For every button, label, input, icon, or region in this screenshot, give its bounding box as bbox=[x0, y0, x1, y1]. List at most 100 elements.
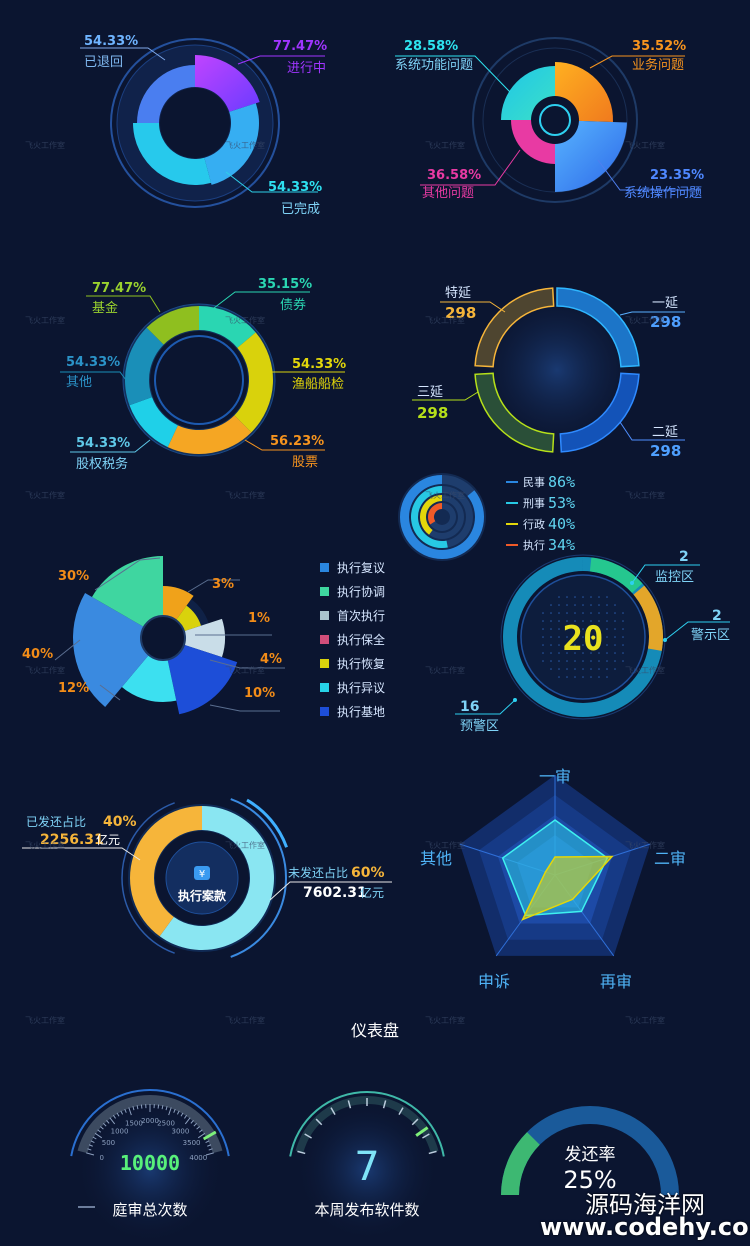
g1-tick-label-6: 3000 bbox=[172, 1127, 190, 1135]
c1-value-done: 54.33% bbox=[268, 180, 322, 195]
c8-deco-arc-2 bbox=[121, 802, 175, 954]
c6-legend-swatch-6 bbox=[320, 707, 329, 716]
c6-leader-0 bbox=[187, 579, 240, 593]
c9-series-1 bbox=[521, 855, 614, 921]
c5-legend-value-3: 34% bbox=[548, 536, 575, 554]
c7-dot bbox=[606, 628, 608, 630]
c4-leader-2 bbox=[619, 421, 685, 441]
c7-dot bbox=[598, 652, 600, 654]
c7-dot bbox=[574, 660, 576, 662]
c8-slice-returned bbox=[130, 806, 202, 937]
c6-leader-4 bbox=[99, 684, 121, 701]
c7-dot bbox=[542, 628, 544, 630]
g1-tick bbox=[196, 1126, 200, 1130]
c1-label-ongoing: 进行中 bbox=[287, 61, 326, 76]
c7-dot bbox=[622, 652, 624, 654]
c6-legend-swatch-1 bbox=[320, 587, 329, 596]
c7-dot bbox=[566, 604, 568, 606]
c7-dot bbox=[582, 604, 584, 606]
g1-label: 庭审总次数 bbox=[112, 1201, 187, 1219]
watermark-text: 飞火工作室 bbox=[225, 141, 265, 150]
c2-label-operation: 系统操作问题 bbox=[624, 185, 702, 201]
c6-value-5: 40% bbox=[22, 647, 53, 662]
c2-slice-function bbox=[501, 66, 555, 120]
c3-value-stock: 56.23% bbox=[270, 434, 324, 449]
c7-dot bbox=[590, 668, 592, 670]
c7-dot bbox=[598, 644, 600, 646]
c7-dot bbox=[558, 668, 560, 670]
c6-value-1: 1% bbox=[248, 611, 270, 626]
c7-dot bbox=[590, 660, 592, 662]
c7-dot bbox=[550, 628, 552, 630]
c6-legend-swatch-5 bbox=[320, 683, 329, 692]
g3-label: 发还率 bbox=[565, 1145, 616, 1165]
c7-dot bbox=[598, 620, 600, 622]
c4-label-4: 特延 bbox=[445, 286, 471, 301]
c7-dot bbox=[566, 628, 568, 630]
c5-legend-label-1: 刑事 bbox=[523, 497, 545, 510]
c1-hole bbox=[160, 88, 230, 158]
c3-label-bond: 债券 bbox=[280, 297, 306, 313]
c7-dot bbox=[550, 612, 552, 614]
c7-outer-ring bbox=[500, 554, 666, 720]
c7-dot bbox=[582, 668, 584, 670]
c1-slice-returned-b bbox=[137, 65, 195, 123]
c4-value-1: 298 bbox=[650, 313, 681, 331]
footer-site-name: 源码海洋网 bbox=[585, 1191, 705, 1219]
c6-legend-label-0: 执行复议 bbox=[337, 561, 385, 575]
g2-tick bbox=[422, 1133, 430, 1139]
c7-dot bbox=[566, 620, 568, 622]
c4-label-1: 一延 bbox=[652, 296, 678, 311]
c7-dot bbox=[590, 636, 592, 638]
g1-tick bbox=[109, 1117, 116, 1125]
c7-dot bbox=[566, 676, 568, 678]
c7-dot bbox=[590, 676, 592, 678]
c6-value-0: 3% bbox=[212, 577, 234, 592]
watermark-text: 飞火工作室 bbox=[425, 491, 465, 500]
c7-dot bbox=[566, 644, 568, 646]
c6-value-6: 30% bbox=[58, 569, 89, 584]
c2-value-function: 28.58% bbox=[404, 39, 458, 54]
g1-tick bbox=[184, 1117, 191, 1125]
g1-tick bbox=[112, 1114, 116, 1119]
c1-leader-3 bbox=[80, 47, 166, 61]
g1-tick-label-1: 500 bbox=[102, 1139, 115, 1147]
c3-leader-3 bbox=[244, 439, 325, 451]
c7-dot bbox=[558, 676, 560, 678]
c4-value-3: 298 bbox=[417, 404, 448, 422]
c6-value-4: 12% bbox=[58, 681, 89, 696]
c5-bar-1 bbox=[411, 486, 448, 548]
c3-slice-4 bbox=[125, 327, 164, 406]
c8-leader-2 bbox=[269, 881, 392, 901]
c3-inner-ring bbox=[154, 335, 244, 425]
c7-dot bbox=[582, 644, 584, 646]
c7-dot bbox=[622, 612, 624, 614]
g1-tick bbox=[207, 1144, 212, 1147]
c7-dot bbox=[550, 660, 552, 662]
g1-tick bbox=[92, 1136, 97, 1140]
g2-tick bbox=[304, 1133, 312, 1139]
c5-legend-label-3: 执行 bbox=[523, 538, 545, 552]
c7-slice-monitor bbox=[589, 557, 643, 593]
c8-pct-unreturned: 60% bbox=[351, 865, 385, 881]
c5-legend-value-0: 86% bbox=[548, 473, 575, 491]
c7-dot bbox=[590, 620, 592, 622]
c3-value-bond: 35.15% bbox=[258, 277, 312, 292]
watermark-text: 飞火工作室 bbox=[25, 1016, 65, 1025]
c7-dot bbox=[566, 668, 568, 670]
c7-dot bbox=[542, 620, 544, 622]
c7-dot bbox=[582, 660, 584, 662]
watermark-text: 飞火工作室 bbox=[625, 841, 665, 850]
c7-dot bbox=[574, 668, 576, 670]
c7-leader-2 bbox=[664, 621, 730, 641]
c7-label-alert: 预警区 bbox=[460, 718, 499, 734]
c8-amount-unreturned: 7602.31 bbox=[303, 885, 367, 901]
g1-tick bbox=[198, 1129, 203, 1133]
g1-tick bbox=[136, 1105, 139, 1110]
c8-slice-unreturned bbox=[159, 806, 275, 951]
c7-dot bbox=[590, 628, 592, 630]
section-title: 仪表盘 bbox=[351, 1021, 399, 1040]
c3-label-equity: 股权税务 bbox=[76, 456, 128, 472]
watermark-text: 飞火工作室 bbox=[625, 491, 665, 500]
c2-slice-operation bbox=[555, 120, 627, 192]
